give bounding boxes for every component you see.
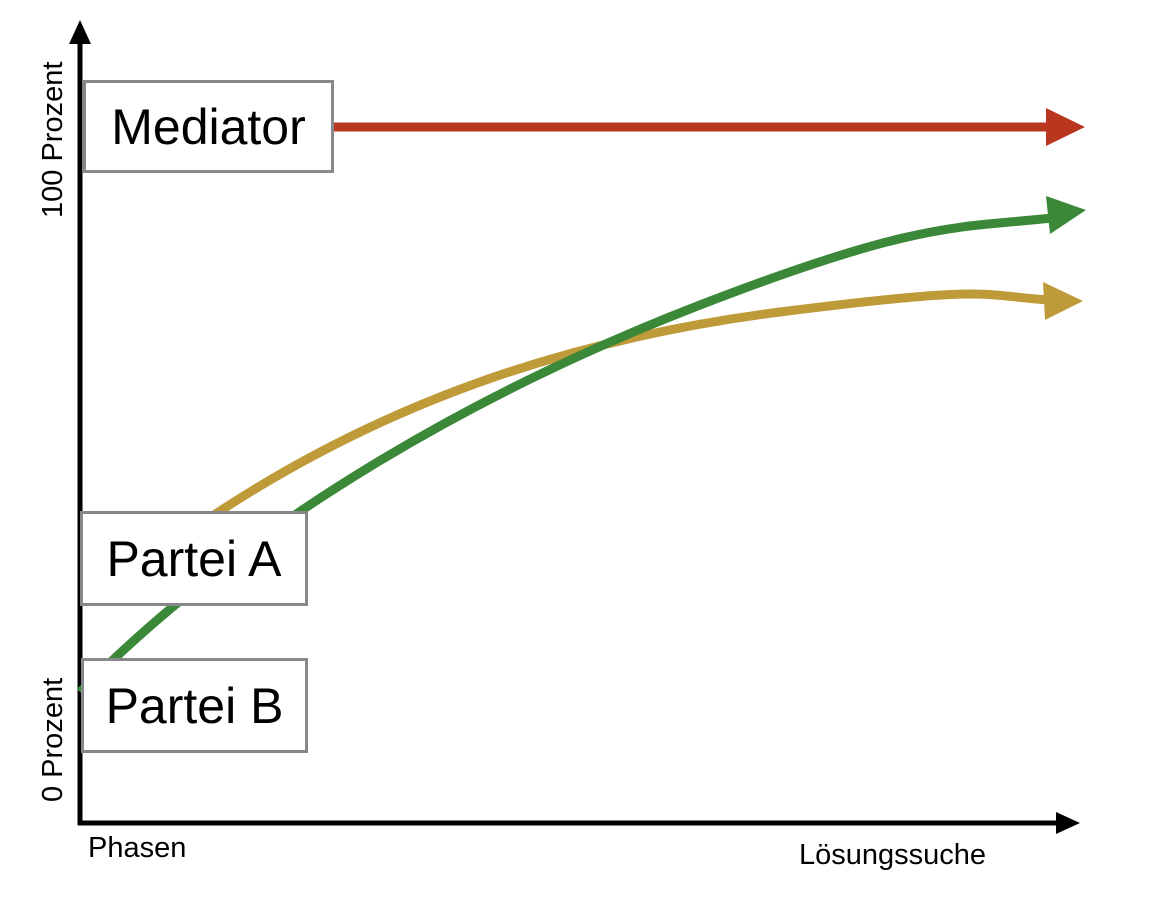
- partei-a-arrowhead-icon: [1043, 282, 1083, 320]
- partei-a-curve: [147, 289, 1051, 564]
- x-axis-start-label: Phasen: [88, 832, 187, 864]
- partei-b-label: Partei B: [105, 677, 284, 734]
- partei-b-box: Partei B: [81, 658, 308, 753]
- y-axis-top-label: 100 Prozent: [37, 61, 69, 218]
- y-axis-arrowhead-icon: [69, 20, 91, 44]
- x-axis-arrowhead-icon: [1056, 812, 1080, 834]
- partei-a-label: Partei A: [106, 530, 282, 587]
- mediator-label: Mediator: [111, 98, 306, 155]
- partei-a-box: Partei A: [80, 511, 308, 606]
- partei-b-arrowhead-icon: [1046, 196, 1086, 234]
- mediator-arrowhead-icon: [1046, 108, 1085, 146]
- y-axis-bottom-label: 0 Prozent: [37, 677, 69, 802]
- mediator-box: Mediator: [83, 80, 334, 173]
- x-axis-end-label: Lösungssuche: [799, 839, 987, 871]
- partei-b-curve: [76, 213, 1053, 696]
